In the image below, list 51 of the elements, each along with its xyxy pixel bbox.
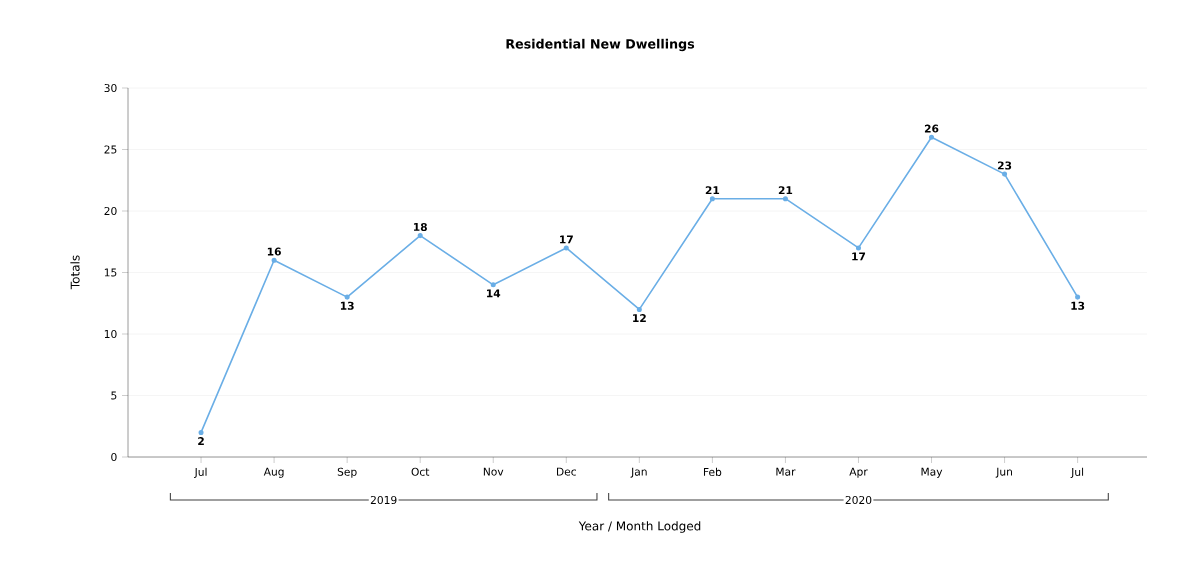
x-tick-label: Jul bbox=[194, 467, 207, 478]
point bbox=[417, 233, 423, 239]
point bbox=[928, 134, 935, 140]
data-label: 13 bbox=[1071, 301, 1085, 310]
x-tick-label: Apr bbox=[849, 467, 868, 478]
x-tick-label: Jun bbox=[995, 467, 1012, 478]
data-label: 13 bbox=[340, 301, 354, 310]
y-tick-label: 25 bbox=[104, 145, 117, 154]
point bbox=[344, 294, 350, 300]
y-axis-title: Totals bbox=[70, 255, 80, 290]
chart-title: Residential New Dwellings bbox=[506, 38, 695, 52]
data-label: 12 bbox=[633, 314, 646, 322]
point bbox=[855, 245, 862, 251]
point bbox=[636, 306, 642, 312]
point bbox=[490, 282, 496, 288]
text: 2019 bbox=[370, 495, 397, 505]
point bbox=[198, 429, 204, 435]
point bbox=[1075, 294, 1081, 300]
text: 2020 bbox=[845, 495, 872, 505]
x-tick-label: Jan bbox=[630, 467, 647, 478]
data-label: 17 bbox=[560, 235, 573, 244]
y-tick-label: 0 bbox=[111, 452, 117, 462]
x-tick-label: Feb bbox=[703, 467, 722, 476]
y-tick-label: 5 bbox=[111, 391, 117, 400]
x-tick-label: Sep bbox=[337, 467, 357, 478]
point bbox=[782, 196, 788, 202]
x-tick-label: Nov bbox=[483, 467, 504, 476]
y-tick-label: 30 bbox=[104, 83, 117, 93]
y-tick-label: 20 bbox=[104, 206, 117, 216]
x-tick-label: Dec bbox=[557, 467, 576, 476]
point bbox=[1002, 171, 1008, 177]
x-tick-label: Jul bbox=[1070, 467, 1084, 478]
x-axis-title: Year / Month Lodged bbox=[578, 521, 701, 533]
data-label: 21 bbox=[778, 186, 793, 195]
data-label: 14 bbox=[487, 289, 501, 298]
y-tick-label: 10 bbox=[104, 329, 117, 339]
x-tick-label: Mar bbox=[776, 467, 796, 476]
data-label: 16 bbox=[267, 247, 281, 256]
data-label: 21 bbox=[705, 186, 720, 195]
point bbox=[709, 196, 715, 202]
x-tick-label: Aug bbox=[263, 467, 284, 478]
x-tick-label: May bbox=[921, 467, 943, 478]
x-tick-label: Oct bbox=[411, 467, 430, 476]
point bbox=[271, 257, 277, 263]
data-label: 26 bbox=[924, 124, 939, 133]
point bbox=[563, 245, 569, 251]
y-tick-label: 15 bbox=[104, 268, 117, 277]
data-label: 23 bbox=[997, 161, 1012, 170]
data-label: 18 bbox=[413, 222, 427, 232]
data-label: 17 bbox=[852, 252, 866, 261]
data-label: 2 bbox=[198, 437, 204, 445]
